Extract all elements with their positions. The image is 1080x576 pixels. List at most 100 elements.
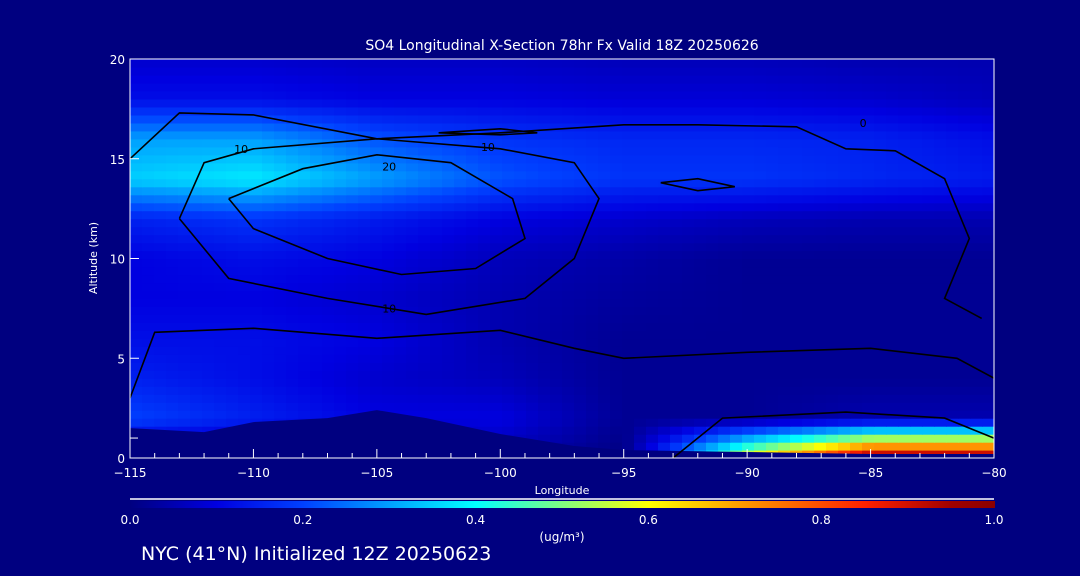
heatmap-cell [826, 298, 839, 307]
heatmap-cell [154, 258, 167, 268]
heatmap-cell [358, 306, 371, 315]
heatmap-cell [430, 67, 443, 76]
heatmap-cell [610, 59, 623, 68]
heatmap-cell [562, 394, 575, 403]
heatmap-cell [406, 90, 419, 100]
heatmap-cell [814, 186, 827, 196]
heatmap-cell [874, 162, 887, 172]
heatmap-cell [826, 306, 839, 315]
heatmap-cell [910, 59, 923, 68]
heatmap-cell [946, 114, 959, 124]
heatmap-cell [586, 274, 599, 284]
heatmap-cell [910, 442, 923, 451]
heatmap-cell [526, 114, 539, 124]
heatmap-cell [682, 266, 695, 276]
heatmap-cell [382, 370, 395, 379]
heatmap-cell [646, 426, 659, 435]
heatmap-cell [898, 130, 911, 140]
heatmap-cell [178, 82, 191, 92]
heatmap-cell [574, 170, 587, 180]
heatmap-cell [370, 266, 383, 276]
heatmap-cell [958, 346, 971, 355]
heatmap-cell [226, 154, 239, 164]
heatmap-cell [466, 306, 479, 315]
heatmap-cell [670, 434, 683, 443]
heatmap-cell [646, 82, 659, 92]
heatmap-cell [190, 386, 203, 395]
heatmap-cell [670, 106, 683, 116]
heatmap-cell [754, 346, 767, 355]
heatmap-cell [430, 210, 443, 220]
heatmap-cell [886, 338, 899, 347]
heatmap-cell [502, 82, 515, 92]
heatmap-cell [502, 242, 515, 252]
heatmap-cell [694, 210, 707, 220]
heatmap-cell [730, 234, 743, 244]
heatmap-cell [982, 67, 994, 76]
heatmap-cell [442, 82, 455, 92]
heatmap-cell [622, 82, 635, 92]
heatmap-cell [382, 258, 395, 268]
heatmap-cell [454, 82, 467, 92]
heatmap-cell [778, 282, 791, 291]
heatmap-cell [874, 258, 887, 268]
heatmap-cell [346, 178, 359, 188]
heatmap-cell [826, 402, 839, 411]
heatmap-cell [778, 75, 791, 84]
heatmap-cell [946, 90, 959, 100]
heatmap-cell [130, 210, 143, 220]
heatmap-cell [934, 122, 947, 132]
heatmap-cell [166, 67, 179, 76]
heatmap-cell [754, 290, 767, 299]
heatmap-cell [898, 154, 911, 164]
heatmap-cell [442, 210, 455, 220]
heatmap-cell [814, 306, 827, 315]
heatmap-cell [730, 394, 743, 403]
heatmap-cell [142, 378, 155, 387]
heatmap-cell [958, 162, 971, 172]
heatmap-cell [202, 114, 215, 124]
heatmap-cell [790, 298, 803, 307]
heatmap-cell [346, 202, 359, 212]
heatmap-cell [646, 138, 659, 148]
heatmap-cell [274, 82, 287, 92]
heatmap-cell [670, 338, 683, 347]
heatmap-cell [610, 75, 623, 84]
heatmap-cell [622, 114, 635, 124]
heatmap-cell [610, 138, 623, 148]
heatmap-cell [898, 322, 911, 331]
heatmap-cell [166, 370, 179, 379]
heatmap-cell [706, 290, 719, 299]
heatmap-cell [298, 330, 311, 339]
heatmap-cell [826, 59, 839, 68]
heatmap-cell [430, 226, 443, 236]
heatmap-cell [634, 442, 647, 451]
heatmap-cell [262, 322, 275, 331]
heatmap-cell [850, 234, 863, 244]
heatmap-cell [850, 282, 863, 291]
heatmap-cell [646, 258, 659, 268]
heatmap-cell [622, 266, 635, 276]
heatmap-cell [790, 75, 803, 84]
heatmap-cell [490, 290, 503, 299]
heatmap-cell [574, 250, 587, 260]
heatmap-cell [310, 146, 323, 156]
heatmap-cell [922, 202, 935, 212]
heatmap-cell [226, 114, 239, 124]
heatmap-cell [790, 386, 803, 395]
heatmap-cell [982, 170, 994, 180]
heatmap-cell [478, 282, 491, 291]
heatmap-cell [778, 178, 791, 188]
heatmap-cell [274, 410, 287, 419]
heatmap-cell [610, 226, 623, 236]
heatmap-cell [358, 122, 371, 132]
heatmap-cell [502, 114, 515, 124]
heatmap-cell [490, 82, 503, 92]
heatmap-cell [550, 330, 563, 339]
heatmap-cell [358, 242, 371, 252]
heatmap-cell [886, 138, 899, 148]
heatmap-cell [478, 410, 491, 419]
heatmap-cell [370, 122, 383, 132]
heatmap-cell [130, 178, 143, 188]
heatmap-cell [766, 434, 779, 443]
